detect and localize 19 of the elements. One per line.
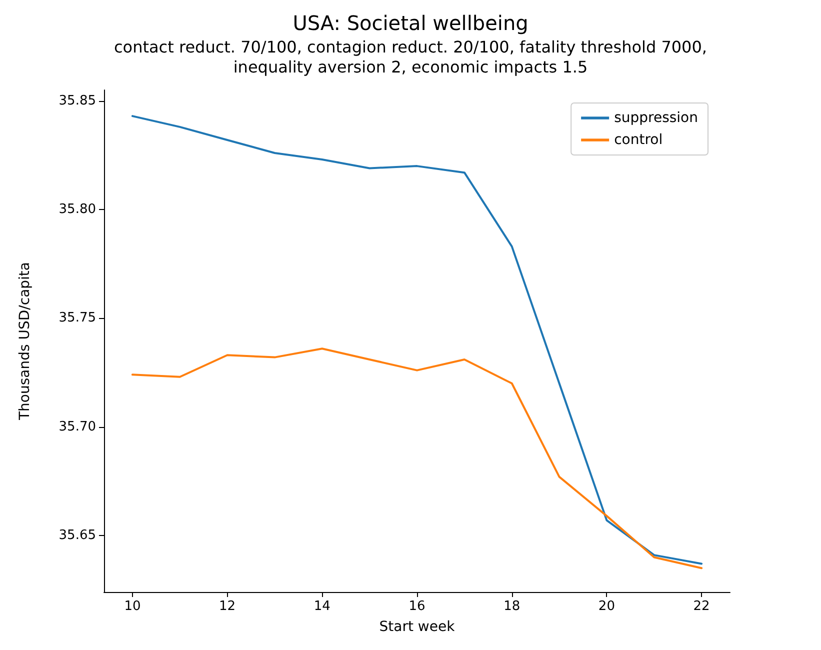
legend-label: control (614, 132, 663, 148)
legend-label: suppression (614, 110, 698, 126)
x-tick-label: 18 (504, 599, 520, 614)
line-series (131, 348, 703, 570)
x-tick-label: 16 (408, 599, 426, 614)
chart-subtitle: contact reduct. 70/100, contagion reduct. 20/100, fatality threshold 7000, inequality aversion 2, economic impacts 1.5 (114, 38, 707, 76)
x-tick-label: 22 (693, 599, 710, 614)
y-tick-label: 35.70 (58, 419, 96, 434)
y-tick-label: 35.85 (58, 93, 96, 108)
x-tick-label: 12 (219, 599, 236, 614)
x-tick-label: 14 (314, 599, 330, 614)
y-tick-label: 35.75 (58, 310, 96, 326)
y-tick-label: 35.65 (58, 528, 96, 543)
x-tick-label: 10 (124, 599, 141, 614)
y-tick-label: 35.80 (58, 202, 96, 218)
x-axis-title: Start week (379, 619, 456, 635)
y-axis-title: Thousands USD/capita (17, 262, 33, 421)
chart-title: USA: Societal wellbeing (292, 11, 528, 35)
x-tick-label: 20 (598, 599, 615, 614)
